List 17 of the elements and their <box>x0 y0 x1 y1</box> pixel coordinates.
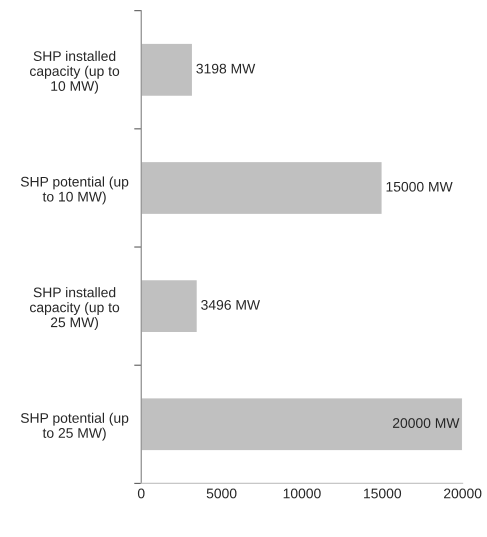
y-tick-label: SHP potential (up to 25 MW) <box>20 412 128 441</box>
bar <box>141 42 194 98</box>
x-tick-label: 20000 <box>444 488 482 498</box>
x-tick-label: 5000 <box>206 488 236 498</box>
bar <box>141 278 198 334</box>
data-label: 3496 MW <box>201 300 260 310</box>
data-label: 20000 MW <box>392 418 460 428</box>
y-tick-label: SHP installed capacity (up to 10 MW) <box>30 50 120 94</box>
y-tick-label: SHP potential (up to 10 MW) <box>20 176 128 204</box>
bar <box>141 160 383 216</box>
data-label: 15000 MW <box>386 182 453 192</box>
x-tick-label: 10000 <box>284 488 321 498</box>
data-label: 3198 MW <box>196 64 256 74</box>
x-tick-label: 15000 <box>364 488 402 498</box>
y-tick-label: SHP installed capacity (up to 25 MW) <box>30 287 120 330</box>
x-tick-label: 0 <box>138 488 145 498</box>
bar <box>141 396 463 452</box>
